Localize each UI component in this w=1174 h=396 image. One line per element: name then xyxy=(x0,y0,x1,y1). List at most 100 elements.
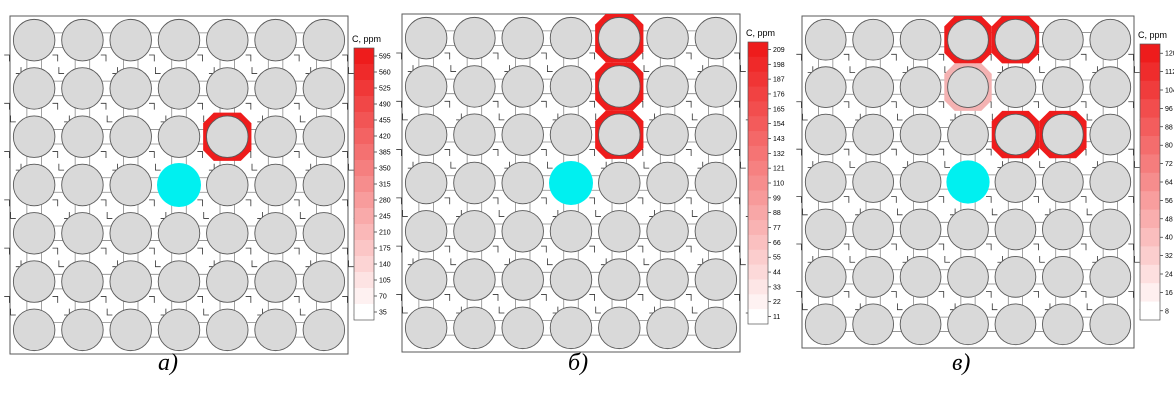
colorbar-label: 165 xyxy=(773,106,785,113)
colorbar-segment xyxy=(1140,264,1160,284)
colorbar-segment xyxy=(354,80,374,97)
vane xyxy=(58,67,65,74)
fuel-rod xyxy=(804,208,847,251)
vane xyxy=(197,296,203,303)
vane xyxy=(595,210,601,217)
vane xyxy=(348,260,354,268)
fuel-rod xyxy=(501,65,544,108)
fuel-rod xyxy=(109,115,152,158)
vane xyxy=(1039,255,1045,263)
fuel-rod xyxy=(12,163,56,207)
vane xyxy=(1033,243,1039,251)
panel-a-caption: а) xyxy=(158,350,178,376)
fuel-rod xyxy=(61,18,104,62)
vane xyxy=(938,291,945,298)
fuel-rod xyxy=(598,16,641,60)
fuel-rod xyxy=(598,306,641,350)
colorbar-segment xyxy=(748,160,768,177)
fuel-rod xyxy=(206,308,249,352)
colorbar-segment xyxy=(748,71,768,88)
fuel-rod xyxy=(549,113,593,156)
vane xyxy=(589,294,595,301)
fuel-rod xyxy=(1042,256,1084,298)
fuel-rod xyxy=(994,208,1037,251)
vane xyxy=(293,247,300,255)
vane xyxy=(498,306,505,314)
vane xyxy=(685,294,692,301)
fuel-rod xyxy=(646,16,689,60)
fuel-rod xyxy=(947,303,989,346)
colorbar-label: 420 xyxy=(379,134,391,141)
vane xyxy=(1128,196,1134,203)
vane xyxy=(498,113,505,121)
vane xyxy=(843,291,850,298)
vane xyxy=(245,247,252,255)
fuel-rod xyxy=(501,306,544,350)
vane xyxy=(541,149,547,156)
vane xyxy=(149,199,155,207)
fuel-rod xyxy=(694,210,738,253)
colorbar-segment xyxy=(748,56,768,73)
vane xyxy=(492,294,499,301)
fuel-rod xyxy=(852,18,894,61)
vane xyxy=(938,243,945,251)
vane xyxy=(293,54,300,62)
vane xyxy=(796,243,802,251)
fuel-rod xyxy=(206,260,249,303)
colorbar-segment xyxy=(354,224,374,241)
fuel-rod xyxy=(598,65,641,108)
colorbar-segment xyxy=(354,240,374,257)
vane xyxy=(541,245,547,253)
colorbar-label: 490 xyxy=(379,102,391,109)
panel-c: C, ppm 120 112 104 96 88 80 72 64 56 48 40 32 24 16 8 в… xyxy=(796,6,1174,376)
vane xyxy=(10,212,16,219)
fuel-rod xyxy=(157,115,201,158)
panel-b-caption: б) xyxy=(568,350,589,376)
fuel-rod xyxy=(254,67,297,110)
vane xyxy=(849,161,856,168)
colorbar-label: 55 xyxy=(773,255,781,262)
vane xyxy=(100,54,107,62)
vane xyxy=(691,306,698,314)
fuel-rod xyxy=(206,212,249,255)
vane xyxy=(1134,66,1140,73)
colorbar-segment xyxy=(748,294,768,310)
colorbar-label: 560 xyxy=(379,70,391,77)
vane xyxy=(58,260,65,268)
vane xyxy=(450,161,457,169)
vane xyxy=(106,308,113,316)
fuel-rod xyxy=(694,161,738,205)
fuel-rod xyxy=(694,16,738,60)
vane xyxy=(734,100,740,108)
vane xyxy=(691,210,698,217)
fuel-rod xyxy=(804,66,847,108)
vane xyxy=(1128,101,1134,109)
vane xyxy=(637,294,644,301)
fuel-rod xyxy=(1089,66,1132,108)
vane xyxy=(897,303,903,311)
vane xyxy=(938,53,945,61)
colorbar-frame xyxy=(1139,43,1161,321)
rod-array xyxy=(404,16,738,350)
colorbar-label: 112 xyxy=(1165,69,1174,76)
vane xyxy=(197,54,203,62)
fuel-rod xyxy=(453,113,496,156)
vane xyxy=(802,303,808,311)
vane xyxy=(796,53,802,61)
vane xyxy=(643,161,650,169)
vane xyxy=(589,197,595,205)
vane xyxy=(849,255,856,263)
fuel-rod xyxy=(206,67,249,110)
fuel-rod xyxy=(694,258,738,301)
fuel-rod xyxy=(302,212,346,255)
colorbar-label: 121 xyxy=(773,166,785,173)
vane xyxy=(492,100,499,108)
colorbar-segment xyxy=(1140,228,1160,247)
vane xyxy=(1039,66,1045,73)
vane xyxy=(251,163,258,171)
vane xyxy=(843,101,850,109)
colorbar-segment xyxy=(748,86,768,102)
vane xyxy=(541,100,547,108)
colorbar-label: 56 xyxy=(1165,198,1173,205)
colorbar-label: 209 xyxy=(773,47,785,54)
